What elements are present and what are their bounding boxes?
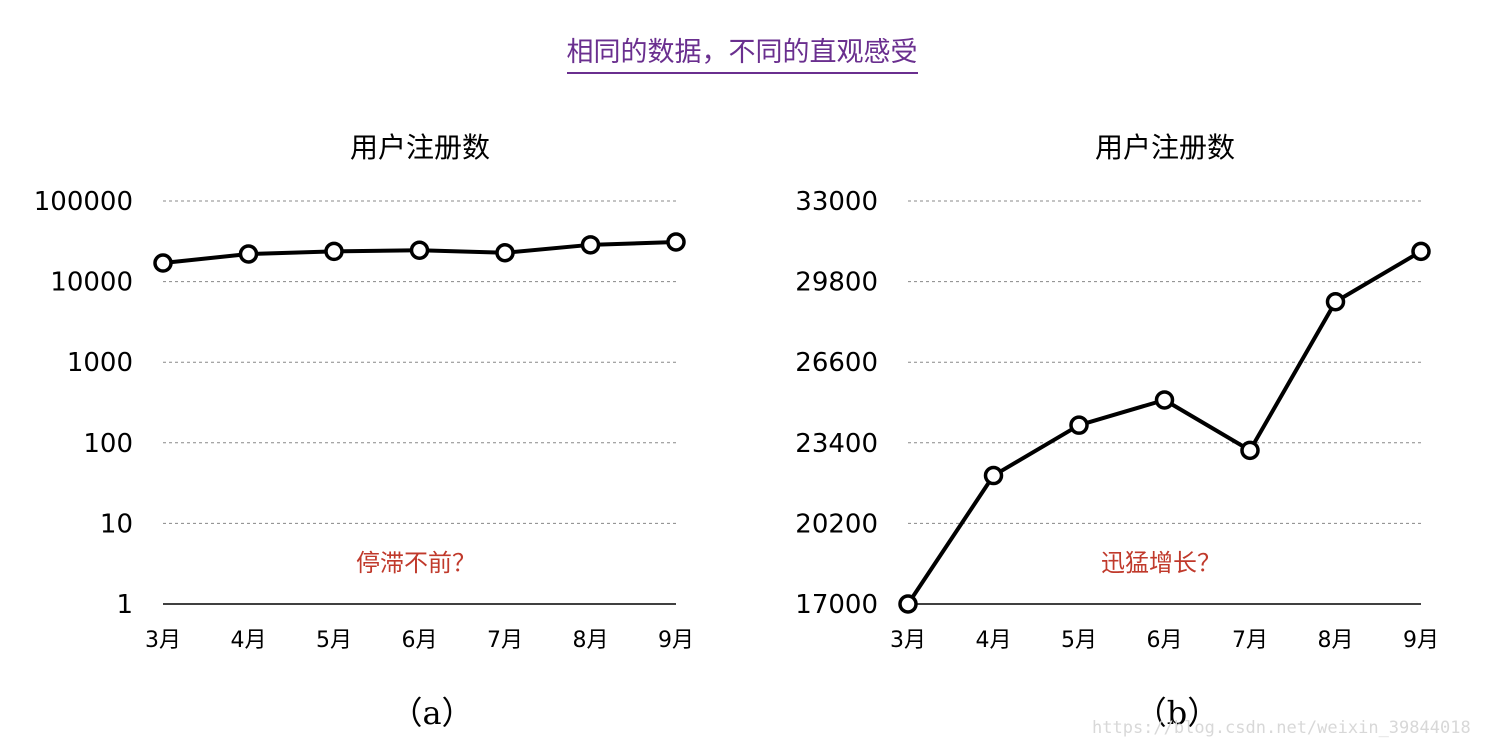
x-tick-label: 8月 — [573, 628, 609, 653]
data-point — [580, 235, 601, 255]
x-tick-label: 5月 — [1061, 628, 1097, 653]
data-point — [153, 253, 173, 273]
y-tick-label: 33000 — [795, 187, 878, 217]
y-tick-label: 1000 — [67, 348, 133, 378]
data-point — [666, 232, 686, 252]
x-tick-label: 3月 — [145, 628, 181, 653]
x-tick-label: 9月 — [1403, 628, 1439, 653]
x-tick-label: 9月 — [658, 628, 694, 653]
data-point — [1240, 440, 1260, 461]
annotation-text: 迅猛增长？ — [1101, 549, 1221, 577]
data-point — [1411, 241, 1431, 262]
data-point — [324, 241, 344, 262]
page-title-text: 相同的数据，不同的直观感受 — [566, 37, 918, 74]
y-tick-label: 26600 — [795, 348, 878, 378]
y-tick-label: 29800 — [795, 268, 878, 298]
chart-b-linear-scale: 用户注册数 17000 20200 23400 26600 29800 33000 3月 4月 5… — [795, 131, 1439, 732]
data-point — [983, 465, 1004, 486]
x-tick-label: 3月 — [890, 628, 926, 653]
x-tick-label: 6月 — [402, 628, 438, 653]
data-point — [1154, 390, 1175, 410]
x-tick-label: 8月 — [1318, 628, 1354, 653]
page-title: 相同的数据，不同的直观感受 — [0, 30, 1484, 74]
data-point — [409, 240, 430, 260]
y-tick-label: 23400 — [795, 429, 878, 459]
y-tick-label: 17000 — [795, 590, 878, 620]
y-tick-label: 10 — [100, 509, 133, 539]
data-point — [1325, 292, 1346, 312]
chart-caption: （b） — [1135, 694, 1220, 732]
watermark-text: https://blog.csdn.net/weixin_39844018 — [1092, 718, 1471, 738]
y-tick-label: 100 — [83, 429, 133, 459]
chart-title: 用户注册数 — [1095, 131, 1235, 164]
data-point — [1069, 415, 1089, 435]
chart-a-log-scale: 用户注册数 1 10 100 1000 10000 100000 3月 4月 5月 6月 7月 8月 9月… — [34, 131, 694, 732]
x-tick-label: 7月 — [487, 628, 523, 653]
x-tick-label: 5月 — [316, 628, 352, 653]
chart-caption: （a） — [390, 694, 473, 732]
x-tick-label: 4月 — [231, 628, 267, 653]
data-point — [495, 243, 515, 263]
y-tick-label: 1 — [116, 590, 133, 620]
data-point — [238, 244, 259, 264]
x-tick-label: 6月 — [1147, 628, 1183, 653]
y-tick-label: 20200 — [795, 509, 878, 539]
x-tick-label: 7月 — [1232, 628, 1268, 653]
annotation-text: 停滞不前？ — [356, 549, 476, 577]
chart-title: 用户注册数 — [350, 131, 490, 164]
y-tick-label: 100000 — [34, 187, 133, 217]
y-tick-label: 10000 — [50, 268, 133, 298]
x-tick-label: 4月 — [976, 628, 1012, 653]
data-point — [898, 594, 918, 614]
